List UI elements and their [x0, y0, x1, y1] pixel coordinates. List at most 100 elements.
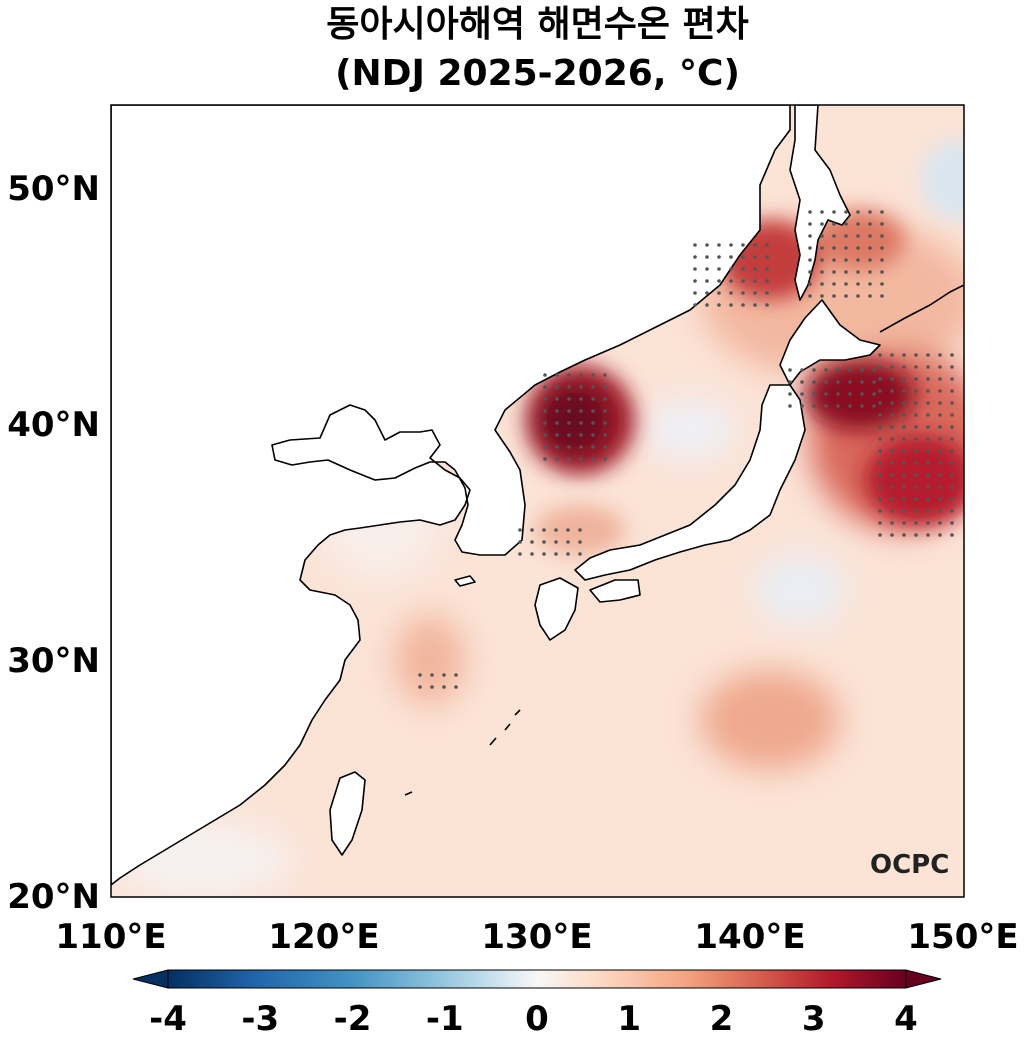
significance-dot	[880, 294, 884, 298]
significance-dot	[950, 353, 954, 357]
significance-dot	[812, 380, 816, 384]
significance-dot	[555, 385, 559, 389]
x-tick-label: 130°E	[481, 917, 592, 957]
significance-dot	[950, 413, 954, 417]
significance-dot	[567, 397, 571, 401]
significance-dot	[950, 461, 954, 465]
significance-dot	[926, 437, 930, 441]
map-frame	[110, 104, 965, 898]
colorbar-min-arrow	[132, 969, 169, 989]
significance-dot	[430, 673, 434, 677]
significance-dot	[812, 368, 816, 372]
significance-dot	[856, 234, 860, 238]
significance-dot	[765, 243, 769, 247]
significance-dot	[530, 528, 534, 532]
significance-dot	[717, 243, 721, 247]
sakhalin-island	[789, 105, 851, 301]
significance-dot	[741, 243, 745, 247]
significance-dot	[705, 291, 709, 295]
significance-dots	[418, 210, 954, 689]
significance-dot	[926, 485, 930, 489]
significance-dot	[812, 404, 816, 408]
significance-dot	[902, 437, 906, 441]
significance-dot	[765, 279, 769, 283]
significance-dot	[567, 409, 571, 413]
significance-dot	[836, 404, 840, 408]
significance-dot	[591, 421, 595, 425]
significance-dot	[880, 270, 884, 274]
significance-dot	[788, 368, 792, 372]
significance-dot	[530, 540, 534, 544]
honshu-island	[574, 384, 806, 581]
significance-dot	[808, 210, 812, 214]
significance-dot	[890, 353, 894, 357]
significance-dot	[542, 552, 546, 556]
x-tick-label: 110°E	[55, 917, 166, 957]
significance-dot	[554, 540, 558, 544]
map-subtitle: (NDJ 2025-2026, °C)	[335, 53, 740, 94]
significance-dot	[950, 425, 954, 429]
significance-dot	[950, 365, 954, 369]
kuril-islands	[879, 284, 964, 333]
significance-dot	[832, 234, 836, 238]
significance-dot	[729, 243, 733, 247]
significance-dot	[543, 433, 547, 437]
significance-dot	[567, 433, 571, 437]
significance-dot	[856, 246, 860, 250]
significance-dot	[543, 421, 547, 425]
significance-dot	[741, 291, 745, 295]
significance-dot	[844, 222, 848, 226]
significance-dot	[878, 533, 882, 537]
significance-dot	[832, 210, 836, 214]
significance-dot	[555, 433, 559, 437]
significance-dot	[938, 533, 942, 537]
significance-dot	[603, 445, 607, 449]
significance-dot	[950, 485, 954, 489]
significance-dot	[902, 449, 906, 453]
significance-dot	[950, 377, 954, 381]
significance-dot	[856, 222, 860, 226]
significance-dot	[868, 222, 872, 226]
significance-dot	[848, 380, 852, 384]
colorbar-tick-label: 2	[710, 999, 734, 1039]
significance-dot	[555, 409, 559, 413]
significance-dot	[518, 528, 522, 532]
significance-dot	[542, 528, 546, 532]
significance-dot	[938, 473, 942, 477]
significance-dot	[914, 377, 918, 381]
significance-dot	[788, 380, 792, 384]
significance-dot	[926, 365, 930, 369]
significance-dot	[926, 449, 930, 453]
significance-dot	[566, 528, 570, 532]
significance-dot	[824, 380, 828, 384]
significance-dot	[914, 473, 918, 477]
significance-dot	[555, 445, 559, 449]
significance-dot	[579, 373, 583, 377]
significance-dot	[800, 392, 804, 396]
significance-dot	[872, 392, 876, 396]
significance-dot	[788, 404, 792, 408]
significance-dot	[555, 457, 559, 461]
significance-dot	[926, 461, 930, 465]
taiwan-island	[329, 771, 366, 856]
significance-dot	[860, 392, 864, 396]
significance-dot	[603, 421, 607, 425]
significance-dot	[938, 521, 942, 525]
y-tick-label: 20°N	[7, 877, 100, 917]
significance-dot	[856, 282, 860, 286]
asian-mainland	[111, 105, 791, 886]
significance-dot	[705, 255, 709, 259]
significance-dot	[820, 294, 824, 298]
significance-dot	[820, 282, 824, 286]
significance-dot	[832, 258, 836, 262]
significance-dot	[836, 392, 840, 396]
significance-dot	[878, 425, 882, 429]
y-tick-label: 40°N	[7, 405, 100, 445]
shikoku-island	[589, 579, 641, 603]
significance-dot	[890, 473, 894, 477]
y-tick-label: 30°N	[7, 641, 100, 681]
significance-dot	[938, 497, 942, 501]
significance-dot	[872, 380, 876, 384]
significance-dot	[878, 521, 882, 525]
significance-dot	[741, 267, 745, 271]
